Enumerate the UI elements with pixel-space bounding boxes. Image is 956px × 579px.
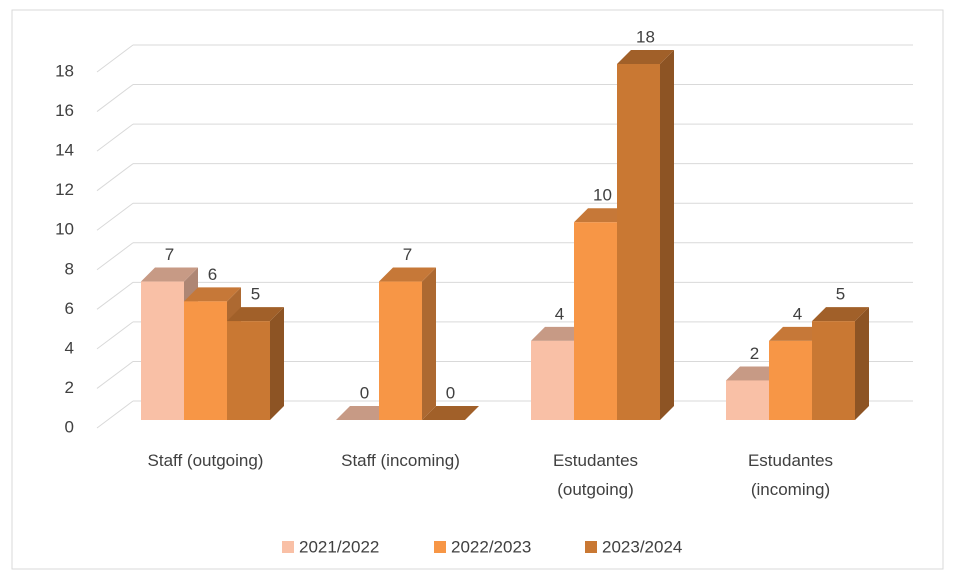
bar xyxy=(379,281,422,420)
data-label: 0 xyxy=(360,383,369,402)
legend-swatch xyxy=(585,541,597,553)
y-tick-label: 16 xyxy=(55,101,74,120)
bar-top xyxy=(812,307,869,322)
grid-line xyxy=(96,281,134,310)
bar-top xyxy=(379,267,436,282)
bar xyxy=(769,340,812,420)
bar-side xyxy=(270,307,284,420)
bar xyxy=(227,321,270,420)
y-tick-label: 12 xyxy=(55,180,74,199)
grid-line xyxy=(96,321,134,350)
bar-top xyxy=(726,366,783,381)
bar-top xyxy=(227,307,284,322)
bar-side xyxy=(422,267,436,420)
data-label: 7 xyxy=(165,245,174,264)
data-label: 2 xyxy=(750,344,759,363)
bar xyxy=(726,380,769,420)
grid-line xyxy=(96,361,134,389)
grid-line xyxy=(96,163,134,192)
x-tick-label: Staff (incoming) xyxy=(341,451,460,470)
bar xyxy=(141,281,184,420)
bar-top xyxy=(769,326,826,341)
bar xyxy=(812,321,855,420)
bar-top xyxy=(184,287,241,302)
data-label: 6 xyxy=(208,265,217,284)
grid-line xyxy=(96,400,134,429)
y-tick-label: 0 xyxy=(65,417,74,436)
y-tick-label: 2 xyxy=(65,378,74,397)
grid-line xyxy=(96,123,134,152)
grid-line xyxy=(96,84,134,112)
x-tick-label: Estudantes (incoming) xyxy=(747,451,834,499)
data-label: 18 xyxy=(636,27,655,46)
legend-swatch xyxy=(434,541,446,553)
data-label: 5 xyxy=(836,285,845,304)
x-tick-label: Staff (outgoing) xyxy=(147,451,264,470)
x-tick-label: Estudantes (outgoing) xyxy=(552,451,639,499)
y-tick-label: 4 xyxy=(65,338,74,357)
bar xyxy=(531,340,574,420)
legend-label: 2021/2022 xyxy=(299,537,379,556)
y-tick-label: 6 xyxy=(65,299,74,318)
bar-side xyxy=(855,307,869,420)
bar xyxy=(617,64,660,420)
data-label: 4 xyxy=(793,304,802,323)
grid-line xyxy=(96,44,134,73)
data-label: 7 xyxy=(403,245,412,264)
bar-top xyxy=(141,267,198,282)
y-tick-label: 10 xyxy=(55,220,74,239)
data-label: 0 xyxy=(446,383,455,402)
bar-top xyxy=(574,208,631,223)
bar-top xyxy=(531,326,588,341)
bar-top xyxy=(336,406,393,420)
grid-line xyxy=(96,202,134,231)
y-tick-label: 18 xyxy=(55,61,74,80)
data-label: 10 xyxy=(593,186,612,205)
legend-label: 2023/2024 xyxy=(602,537,682,556)
y-tick-label: 14 xyxy=(55,141,74,160)
data-label: 4 xyxy=(555,304,564,323)
data-label: 5 xyxy=(251,285,260,304)
bar xyxy=(574,222,617,420)
bar-top xyxy=(422,406,479,420)
legend-swatch xyxy=(282,541,294,553)
bar-side xyxy=(660,50,674,420)
y-tick-label: 8 xyxy=(65,259,74,278)
bar-top xyxy=(617,50,674,64)
legend-label: 2022/2023 xyxy=(451,537,531,556)
grid-line xyxy=(96,242,134,271)
bar xyxy=(184,301,227,420)
